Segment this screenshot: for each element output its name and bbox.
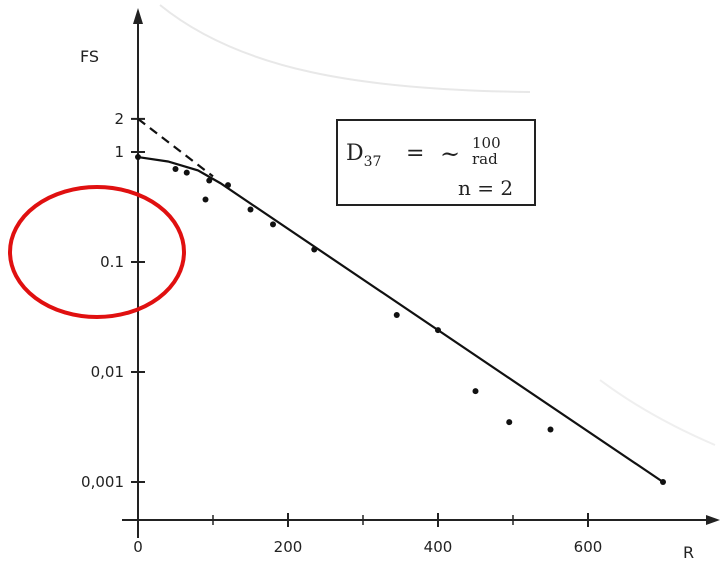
scan-artifact-curve-2 xyxy=(599,379,716,446)
x-axis-title: R xyxy=(683,543,694,561)
y-tick-label: 1 xyxy=(114,143,124,161)
approx-sign: ~ xyxy=(440,140,460,168)
d37-subscript: 37 xyxy=(364,154,382,170)
data-point xyxy=(183,169,190,176)
data-point xyxy=(135,154,141,161)
extrapolation-number: n = 2 xyxy=(458,176,513,200)
equals-sign: = xyxy=(406,141,424,166)
data-point xyxy=(206,177,213,184)
data-point xyxy=(270,221,276,228)
data-point xyxy=(393,311,400,318)
y-tick-label: 0.1 xyxy=(100,253,124,271)
fit-curve xyxy=(137,155,664,483)
x-tick-label: 400 xyxy=(424,538,453,556)
data-point xyxy=(172,166,179,173)
data-point xyxy=(506,419,513,426)
data-point xyxy=(435,327,441,334)
d37-value: 100 xyxy=(472,134,501,152)
d37-label: D37 xyxy=(346,141,381,170)
x-tick-label: 600 xyxy=(574,538,603,556)
y-tick-label: 2 xyxy=(114,110,124,128)
scan-artifact-curve xyxy=(159,4,531,93)
x-tick-label: 0 xyxy=(133,538,143,556)
data-point xyxy=(547,426,554,433)
x-tick-label: 200 xyxy=(274,538,303,556)
y-axis-title: FS xyxy=(80,47,99,66)
data-point xyxy=(472,388,479,395)
data-point xyxy=(311,246,318,253)
extrapolation-line xyxy=(137,118,214,178)
y-axis-arrow xyxy=(133,8,143,24)
x-axis-arrow xyxy=(706,515,720,525)
d37-unit: rad xyxy=(472,150,498,168)
data-point xyxy=(202,196,209,203)
annotation-box xyxy=(336,119,536,206)
data-point xyxy=(247,206,254,213)
data-point xyxy=(225,182,231,189)
highlight-ellipse xyxy=(8,185,186,319)
y-tick-label: 0,01 xyxy=(91,363,124,381)
data-point xyxy=(660,479,666,485)
y-tick-label: 0,001 xyxy=(81,473,124,491)
